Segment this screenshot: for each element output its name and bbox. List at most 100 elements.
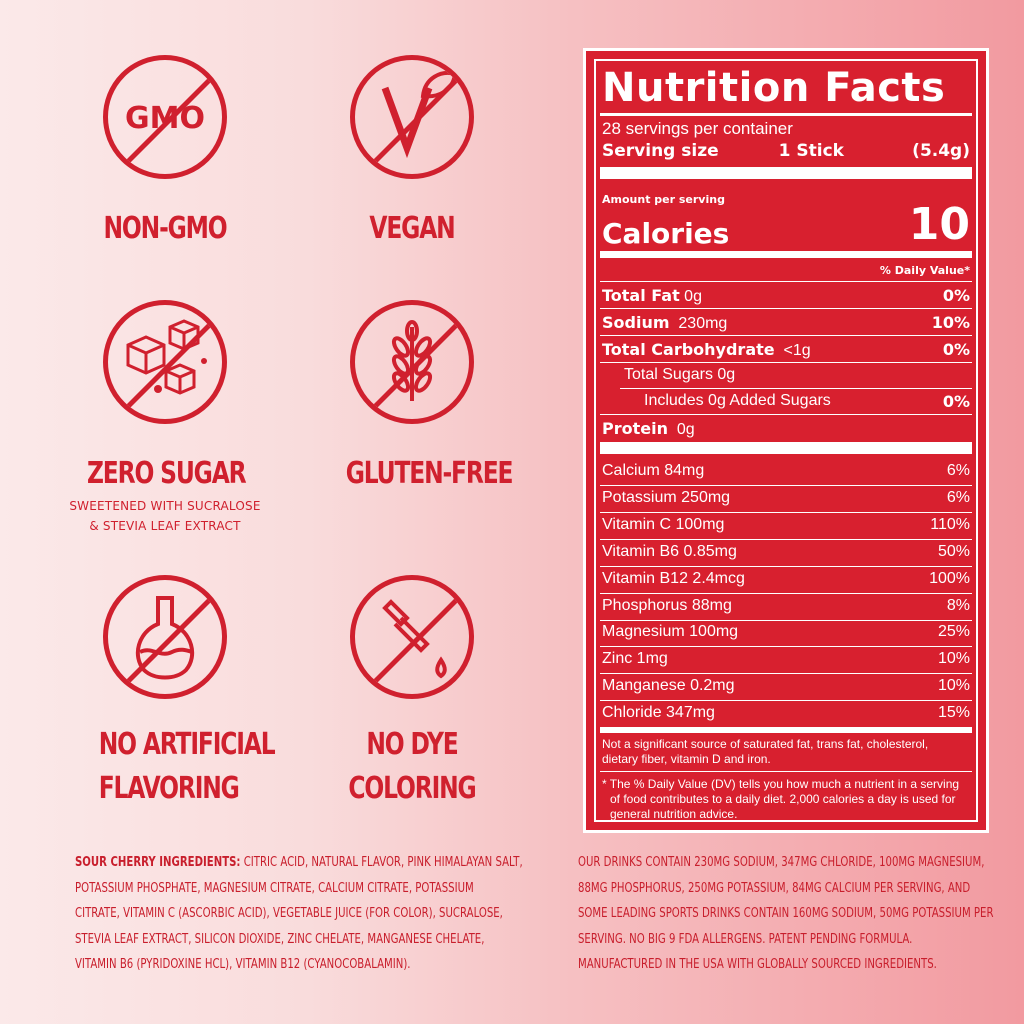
amount-per-serving: Amount per serving [602, 193, 725, 206]
divider [600, 592, 972, 594]
mineral-name: Manganese 0.2mg [602, 677, 735, 695]
divider [600, 308, 972, 309]
mineral-row: Vitamin B12 2.4mcg 100% [602, 570, 970, 588]
footnote-line: Not a significant source of saturated fa… [602, 737, 929, 751]
nutrient-row-protein: Protein 0g [602, 419, 970, 439]
mineral-dv: 25% [937, 623, 970, 641]
divider [600, 771, 972, 772]
mineral-row: Magnesium 100mg 25% [602, 623, 970, 641]
footnote-line: dietary fiber, vitamin D and iron. [602, 752, 771, 766]
footnote-line: * The % Daily Value (DV) tells you how m… [602, 777, 960, 791]
divider [600, 335, 972, 336]
nutrient-row-total-carbohydrate: Total Carbohydrate <1g 0% [602, 340, 970, 360]
nutrient-name: Total Sugars 0g [624, 366, 736, 383]
wheat-icon [350, 300, 474, 424]
claims-line: 88MG PHOSPHORUS, 250MG POTASSIUM, 84MG C… [578, 880, 971, 896]
claims-line: SOME LEADING SPORTS DRINKS CONTAIN 160MG… [578, 906, 994, 921]
serving-size-label: Serving size [602, 141, 719, 161]
nutrient-row-total-fat: Total Fat 0g 0% [602, 286, 970, 306]
mineral-name: Zinc 1mg [602, 650, 668, 668]
badge-title-2: FLAVORING [98, 771, 240, 806]
badge-no-dye-coloring: NO DYE COLORING [327, 575, 497, 811]
nutrient-dv: 0% [942, 286, 970, 305]
divider [600, 538, 972, 540]
footnote-line: of food contributes to a daily diet. 2,0… [610, 792, 956, 806]
non-gmo-icon: GMO [103, 55, 227, 179]
nutrient-name: Total Fat [602, 286, 680, 305]
claims-line: MANUFACTURED IN THE USA WITH GLOBALLY SO… [578, 957, 937, 972]
nutrient-amount: 0g [684, 288, 702, 305]
serving-size-value: 1 Stick [778, 141, 844, 161]
badge-no-artificial-flavoring: NO ARTIFICIAL FLAVORING [80, 575, 276, 811]
nutrient-amount: <1g [783, 342, 811, 359]
badge-zero-sugar: ZERO SUGAR SWEETENED WITH SUCRALOSE & ST… [65, 300, 265, 536]
divider [600, 700, 972, 702]
mineral-name: Chloride 347mg [602, 704, 715, 722]
divider [600, 511, 972, 513]
divider-thick [600, 167, 972, 179]
mineral-dv: 110% [930, 515, 970, 533]
divider-thick [600, 442, 972, 454]
badge-title: ZERO SUGAR [87, 456, 247, 491]
mineral-name: Vitamin B12 2.4mcg [602, 569, 745, 587]
badge-title: VEGAN [369, 211, 455, 246]
mineral-dv: 8% [946, 596, 970, 614]
divider [600, 251, 972, 258]
nutrient-name: Includes 0g Added Sugars [644, 392, 831, 409]
servings-per-container: 28 servings per container [602, 119, 793, 138]
vegan-leaf-icon [350, 55, 474, 179]
calories-value: 10 [908, 199, 970, 250]
divider [600, 565, 972, 567]
mineral-row: Calcium 84mg 6% [602, 462, 970, 480]
divider [600, 362, 972, 363]
flask-icon [103, 575, 227, 699]
mineral-dv: 10% [937, 677, 970, 695]
mineral-dv: 100% [929, 569, 970, 587]
divider [600, 485, 972, 486]
badge-title-1: NO ARTIFICIAL [98, 727, 276, 762]
footnote-line: general nutrition advice. [610, 807, 738, 821]
divider [600, 619, 972, 621]
mineral-row: Phosphorus 88mg 8% [602, 597, 970, 615]
badge-subtitle-2: & STEVIA LEAF EXTRACT [89, 519, 241, 533]
nutrient-dv: 10% [931, 313, 970, 332]
mineral-row: Potassium 250mg 6% [602, 489, 970, 507]
badge-title-2: COLORING [348, 771, 476, 806]
mineral-row: Vitamin C 100mg 110% [602, 516, 970, 534]
nutrient-row-sodium: Sodium 230mg 10% [602, 313, 970, 333]
badge-vegan: VEGAN [327, 55, 497, 251]
badge-non-gmo: GMO NON-GMO [80, 55, 250, 251]
dropper-icon [350, 575, 474, 699]
claims-line: SERVING. NO BIG 9 FDA ALLERGENS. PATENT … [578, 931, 913, 947]
nutrient-amount: 0g [676, 421, 695, 438]
daily-value-header: % Daily Value* [879, 264, 970, 277]
mineral-dv: 50% [937, 542, 970, 560]
nutrient-name: Protein [602, 419, 668, 438]
ingredients-line: VITAMIN B6 (PYRIDOXINE HCL), VITAMIN B12… [75, 957, 411, 972]
ingredients-block: SOUR CHERRY INGREDIENTS: CITRIC ACID, NA… [75, 850, 523, 978]
nutrient-dv: 0% [942, 392, 970, 411]
nutrient-amount: 230mg [678, 315, 728, 332]
mineral-dv: 15% [937, 704, 970, 722]
nutrition-facts-panel: Nutrition Facts 28 servings per containe… [583, 48, 989, 833]
divider [600, 113, 972, 116]
mineral-name: Vitamin B6 0.85mg [602, 542, 737, 560]
ingredients-heading: SOUR CHERRY INGREDIENTS: [75, 855, 241, 870]
badge-subtitle-1: SWEETENED WITH SUCRALOSE [69, 499, 261, 513]
mineral-name: Calcium 84mg [602, 462, 705, 479]
sugar-cubes-icon [103, 300, 227, 424]
divider [600, 281, 972, 282]
ingredients-line: CITRATE, VITAMIN C (ASCORBIC ACID), VEGE… [75, 906, 503, 921]
nutrient-name: Sodium [602, 313, 670, 332]
divider [600, 414, 972, 415]
mineral-dv: 6% [946, 488, 970, 506]
nutrient-row-total-sugars: Total Sugars 0g [624, 366, 970, 384]
nutrient-name: Total Carbohydrate [602, 340, 775, 359]
divider [620, 388, 972, 389]
mineral-name: Phosphorus 88mg [602, 596, 732, 614]
mineral-row: Chloride 347mg 15% [602, 704, 970, 722]
ingredients-line: STEVIA LEAF EXTRACT, SILICON DIOXIDE, ZI… [75, 931, 485, 947]
mineral-dv: 6% [946, 462, 970, 479]
divider [600, 646, 972, 648]
badge-title-1: NO DYE [366, 727, 458, 762]
